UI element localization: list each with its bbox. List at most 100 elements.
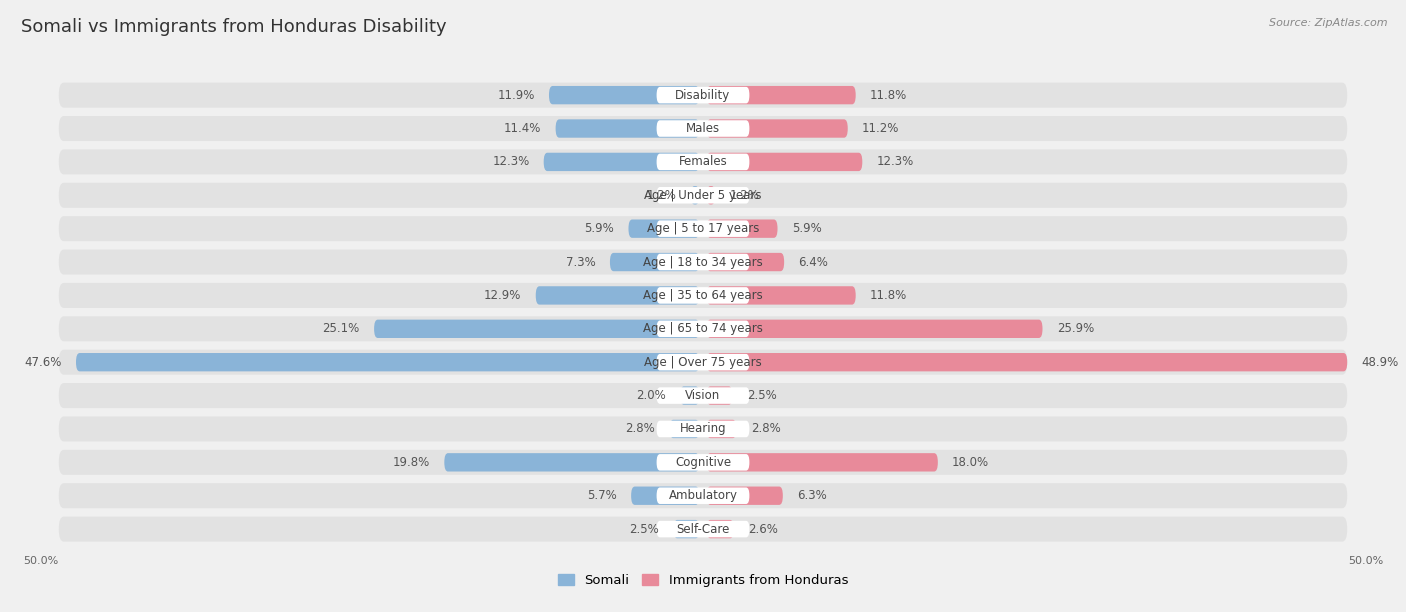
Text: Source: ZipAtlas.com: Source: ZipAtlas.com xyxy=(1270,18,1388,28)
FancyBboxPatch shape xyxy=(536,286,699,305)
FancyBboxPatch shape xyxy=(673,520,699,539)
Text: 48.9%: 48.9% xyxy=(1361,356,1399,368)
Text: Age | 35 to 64 years: Age | 35 to 64 years xyxy=(643,289,763,302)
FancyBboxPatch shape xyxy=(657,487,749,504)
FancyBboxPatch shape xyxy=(657,521,749,537)
FancyBboxPatch shape xyxy=(707,353,1347,371)
FancyBboxPatch shape xyxy=(657,87,749,103)
FancyBboxPatch shape xyxy=(657,287,749,304)
FancyBboxPatch shape xyxy=(59,450,1347,475)
Text: Females: Females xyxy=(679,155,727,168)
FancyBboxPatch shape xyxy=(707,520,734,539)
Text: 2.5%: 2.5% xyxy=(630,523,659,536)
FancyBboxPatch shape xyxy=(657,254,749,271)
FancyBboxPatch shape xyxy=(374,319,699,338)
FancyBboxPatch shape xyxy=(59,316,1347,341)
Text: 11.9%: 11.9% xyxy=(498,89,534,102)
Text: Hearing: Hearing xyxy=(679,422,727,436)
FancyBboxPatch shape xyxy=(555,119,699,138)
FancyBboxPatch shape xyxy=(59,250,1347,275)
Text: 47.6%: 47.6% xyxy=(24,356,62,368)
Text: 25.1%: 25.1% xyxy=(322,323,360,335)
Text: Age | 5 to 17 years: Age | 5 to 17 years xyxy=(647,222,759,235)
Text: Males: Males xyxy=(686,122,720,135)
FancyBboxPatch shape xyxy=(59,216,1347,241)
Text: Ambulatory: Ambulatory xyxy=(668,489,738,502)
Text: 18.0%: 18.0% xyxy=(952,456,990,469)
FancyBboxPatch shape xyxy=(59,416,1347,441)
FancyBboxPatch shape xyxy=(444,453,699,471)
Text: 5.9%: 5.9% xyxy=(792,222,821,235)
FancyBboxPatch shape xyxy=(707,86,856,104)
FancyBboxPatch shape xyxy=(628,220,699,238)
Text: 6.3%: 6.3% xyxy=(797,489,827,502)
FancyBboxPatch shape xyxy=(59,83,1347,108)
FancyBboxPatch shape xyxy=(657,220,749,237)
Legend: Somali, Immigrants from Honduras: Somali, Immigrants from Honduras xyxy=(553,569,853,592)
FancyBboxPatch shape xyxy=(707,119,848,138)
FancyBboxPatch shape xyxy=(631,487,699,505)
FancyBboxPatch shape xyxy=(657,354,749,370)
Text: Self-Care: Self-Care xyxy=(676,523,730,536)
Text: 7.3%: 7.3% xyxy=(567,256,596,269)
FancyBboxPatch shape xyxy=(707,487,783,505)
Text: Vision: Vision xyxy=(685,389,721,402)
FancyBboxPatch shape xyxy=(707,253,785,271)
Text: 1.2%: 1.2% xyxy=(647,188,676,202)
FancyBboxPatch shape xyxy=(669,420,699,438)
Text: 11.2%: 11.2% xyxy=(862,122,900,135)
FancyBboxPatch shape xyxy=(707,220,778,238)
FancyBboxPatch shape xyxy=(657,154,749,170)
FancyBboxPatch shape xyxy=(59,517,1347,542)
Text: Age | 65 to 74 years: Age | 65 to 74 years xyxy=(643,323,763,335)
FancyBboxPatch shape xyxy=(707,420,737,438)
Text: Somali vs Immigrants from Honduras Disability: Somali vs Immigrants from Honduras Disab… xyxy=(21,18,447,36)
FancyBboxPatch shape xyxy=(610,253,699,271)
Text: Cognitive: Cognitive xyxy=(675,456,731,469)
Text: Age | Under 5 years: Age | Under 5 years xyxy=(644,188,762,202)
FancyBboxPatch shape xyxy=(657,454,749,471)
FancyBboxPatch shape xyxy=(548,86,699,104)
FancyBboxPatch shape xyxy=(681,386,699,405)
FancyBboxPatch shape xyxy=(707,286,856,305)
FancyBboxPatch shape xyxy=(59,383,1347,408)
FancyBboxPatch shape xyxy=(707,153,862,171)
FancyBboxPatch shape xyxy=(59,349,1347,375)
FancyBboxPatch shape xyxy=(707,319,1042,338)
Text: 19.8%: 19.8% xyxy=(392,456,430,469)
Text: Age | Over 75 years: Age | Over 75 years xyxy=(644,356,762,368)
Text: 2.8%: 2.8% xyxy=(626,422,655,436)
Text: 5.9%: 5.9% xyxy=(585,222,614,235)
Text: 2.8%: 2.8% xyxy=(751,422,780,436)
Text: 5.7%: 5.7% xyxy=(588,489,617,502)
FancyBboxPatch shape xyxy=(707,453,938,471)
FancyBboxPatch shape xyxy=(59,283,1347,308)
FancyBboxPatch shape xyxy=(707,386,733,405)
FancyBboxPatch shape xyxy=(657,387,749,404)
FancyBboxPatch shape xyxy=(657,420,749,437)
FancyBboxPatch shape xyxy=(657,120,749,137)
FancyBboxPatch shape xyxy=(657,321,749,337)
Text: Disability: Disability xyxy=(675,89,731,102)
Text: Age | 18 to 34 years: Age | 18 to 34 years xyxy=(643,256,763,269)
Text: 11.8%: 11.8% xyxy=(870,89,907,102)
FancyBboxPatch shape xyxy=(59,149,1347,174)
Text: 11.8%: 11.8% xyxy=(870,289,907,302)
FancyBboxPatch shape xyxy=(707,186,716,204)
Text: 25.9%: 25.9% xyxy=(1057,323,1094,335)
Text: 2.6%: 2.6% xyxy=(748,523,778,536)
FancyBboxPatch shape xyxy=(544,153,699,171)
Text: 12.3%: 12.3% xyxy=(492,155,530,168)
FancyBboxPatch shape xyxy=(59,116,1347,141)
Text: 2.5%: 2.5% xyxy=(747,389,776,402)
Text: 12.3%: 12.3% xyxy=(876,155,914,168)
FancyBboxPatch shape xyxy=(690,186,699,204)
FancyBboxPatch shape xyxy=(76,353,699,371)
Text: 1.2%: 1.2% xyxy=(730,188,759,202)
Text: 6.4%: 6.4% xyxy=(799,256,828,269)
Text: 2.0%: 2.0% xyxy=(636,389,666,402)
FancyBboxPatch shape xyxy=(657,187,749,204)
Text: 11.4%: 11.4% xyxy=(503,122,541,135)
FancyBboxPatch shape xyxy=(59,183,1347,208)
FancyBboxPatch shape xyxy=(59,483,1347,508)
